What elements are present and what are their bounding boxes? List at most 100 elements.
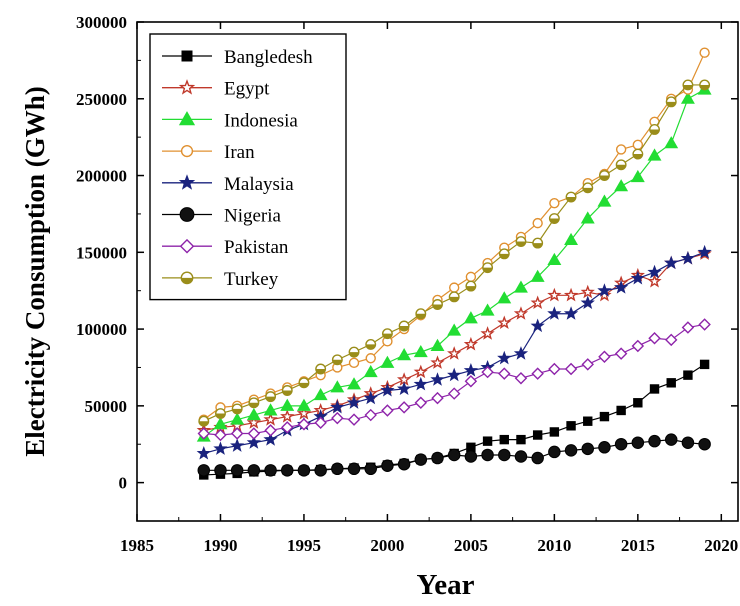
point-turkey-2017: [665, 96, 677, 108]
point-pakistan-2015: [631, 339, 645, 353]
legend-label-turkey: Turkey: [224, 269, 279, 290]
point-egypt-2005: [463, 336, 479, 351]
point-bangledesh-2008: [516, 434, 526, 445]
point-turkey-1998-half: [349, 352, 359, 357]
point-bangledesh-2007: [499, 434, 509, 445]
point-egypt-1993: [263, 412, 278, 426]
point-pakistan-1995: [297, 418, 311, 431]
point-indonesia-2013: [597, 194, 612, 207]
point-indonesia-2008: [514, 280, 528, 293]
point-indonesia-2015: [630, 169, 645, 183]
point-turkey-2007-half: [499, 253, 510, 259]
point-turkey-2002-half: [416, 313, 426, 319]
point-indonesia-2014: [614, 179, 629, 192]
legend-item-nigeria: Nigeria: [162, 206, 282, 227]
point-indonesia-2004: [447, 323, 462, 336]
legend-label-nigeria: Nigeria: [224, 206, 282, 227]
point-turkey-2006-half: [482, 267, 493, 273]
point-pakistan-2014: [614, 347, 628, 360]
point-indonesia-2012: [580, 211, 595, 224]
y-tick-label-0: 0: [119, 474, 128, 493]
point-turkey-1996-half: [315, 368, 326, 374]
point-indonesia-2007: [497, 291, 512, 304]
point-indonesia-1996: [313, 387, 328, 401]
point-turkey-2016-half: [649, 129, 660, 135]
series-pakistan: [197, 318, 711, 442]
point-pakistan-2002: [414, 396, 428, 410]
y-tick-label-200000: 200000: [76, 167, 127, 186]
legend-marker-malaysia: [178, 174, 196, 190]
point-turkey-2009-half: [532, 243, 543, 248]
point-turkey-2008: [515, 236, 527, 248]
point-nigeria-2009: [531, 451, 544, 465]
point-egypt-1994: [280, 409, 295, 423]
point-malaysia-2012: [580, 295, 595, 310]
point-turkey-2001: [398, 320, 410, 332]
legend-item-egypt: Egypt: [162, 79, 270, 100]
point-turkey-1995: [298, 377, 310, 389]
point-turkey-2014-half: [616, 164, 626, 170]
point-turkey-2019-half: [699, 84, 710, 90]
point-turkey-1993-half: [265, 396, 276, 402]
point-indonesia-2017: [664, 136, 679, 149]
point-malaysia-2013: [597, 283, 612, 297]
series-turkey: [198, 79, 711, 427]
point-turkey-1995-half: [299, 382, 309, 388]
point-turkey-1994: [281, 385, 293, 396]
point-egypt-1995: [296, 406, 312, 420]
point-turkey-2013-half: [599, 175, 610, 181]
legend-label-indonesia: Indonesia: [224, 110, 298, 131]
point-turkey-2011-half: [566, 197, 576, 202]
point-nigeria-1990: [214, 464, 227, 477]
point-nigeria-2014: [614, 437, 628, 451]
point-indonesia-2009: [530, 269, 545, 282]
point-bangledesh-2014: [616, 405, 626, 416]
point-malaysia-2010: [547, 306, 562, 320]
x-tick-label-2010: 2010: [537, 536, 571, 555]
point-turkey-1992-half: [249, 402, 259, 408]
point-nigeria-2011: [564, 444, 578, 457]
point-pakistan-2018: [681, 321, 695, 334]
point-egypt-1992: [246, 415, 261, 429]
point-indonesia-2018: [680, 91, 695, 104]
point-turkey-2008-half: [516, 241, 526, 247]
point-nigeria-2008: [514, 450, 528, 463]
point-pakistan-1997: [331, 411, 344, 425]
point-turkey-1989-half: [199, 421, 209, 426]
point-turkey-2007: [498, 248, 510, 260]
point-turkey-1990: [215, 408, 226, 419]
x-tick-label-2005: 2005: [454, 536, 488, 555]
point-turkey-1990-half: [215, 413, 226, 419]
series-nigeria: [197, 433, 711, 477]
point-nigeria-2006: [481, 448, 494, 462]
legend-label-bangledesh: Bangledesh: [224, 47, 313, 68]
point-turkey-2018: [682, 79, 694, 91]
legend-item-turkey: Turkey: [162, 269, 279, 290]
point-bangledesh-2010: [549, 427, 560, 437]
point-nigeria-2000: [381, 459, 394, 472]
point-bangledesh-2018: [683, 370, 693, 380]
legend-marker-egypt: [178, 79, 196, 95]
point-nigeria-2012: [581, 442, 594, 456]
point-pakistan-1994: [281, 421, 294, 434]
legend-item-indonesia: Indonesia: [162, 110, 298, 131]
point-malaysia-2004: [447, 367, 462, 382]
axes: 1985 1990 1995 2000 2005 2010 2015 2020 0 50000 10…: [76, 13, 739, 555]
point-malaysia-2007: [497, 350, 512, 365]
point-pakistan-2006: [481, 365, 494, 379]
point-malaysia-2011: [563, 306, 579, 320]
point-turkey-2012-half: [583, 187, 593, 193]
point-turkey-2014: [615, 159, 627, 171]
x-axis-title: Year: [417, 569, 475, 601]
legend: Bangledesh Egypt Indonesia Iran Malaysia Nige…: [149, 33, 347, 301]
series-malaysia: [196, 244, 712, 460]
point-pakistan-1999: [364, 408, 377, 422]
point-pakistan-2000: [381, 404, 394, 417]
point-nigeria-2019: [698, 437, 711, 451]
point-turkey-2017-half: [666, 101, 676, 107]
point-turkey-1998: [348, 346, 360, 358]
point-pakistan-1996: [314, 416, 327, 429]
y-tick-label-100000: 100000: [76, 320, 127, 339]
point-malaysia-2001: [396, 381, 412, 396]
point-iran-2005: [465, 271, 477, 283]
